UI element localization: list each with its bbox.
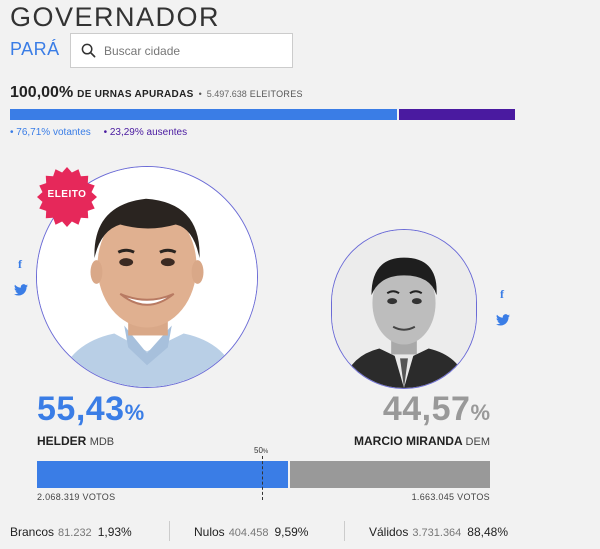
- urnas-label: DE URNAS APURADAS: [77, 89, 194, 100]
- stat-divider: [169, 521, 170, 541]
- turnout-legend: • 76,71% votantes • 23,29% ausentes: [10, 127, 187, 138]
- percent-sign: %: [470, 400, 490, 425]
- twitter-icon[interactable]: [14, 284, 28, 299]
- candidate-percent-marcio: 44,57%: [383, 390, 490, 429]
- candidate-name-helder: HELDER MDB: [37, 434, 114, 448]
- stat-percent: 88,48%: [467, 525, 508, 539]
- city-search[interactable]: [70, 33, 293, 68]
- stat-count: 3.731.364: [412, 527, 462, 539]
- search-icon: [81, 43, 96, 58]
- stat-brancos: Brancos 81.232 1,93%: [10, 525, 132, 539]
- stat-count: 81.232: [58, 527, 92, 539]
- candidate-photo-marcio: [331, 229, 477, 389]
- urnas-percent: 100,00%: [10, 84, 74, 101]
- candidate-photo-helder: [36, 166, 258, 388]
- votes-share-bar: [37, 461, 490, 488]
- legend-ausentes: • 23,29% ausentes: [103, 127, 188, 138]
- stat-nulos: Nulos 404.458 9,59%: [194, 525, 308, 539]
- facebook-icon[interactable]: f: [500, 287, 504, 301]
- legend-votantes: • 76,71% votantes: [10, 127, 91, 138]
- candidate-percent-helder: 55,43%: [37, 390, 144, 429]
- stat-label: Válidos: [369, 525, 409, 539]
- candidate-party: MDB: [89, 436, 115, 448]
- page-title: GOVERNADOR: [10, 2, 221, 32]
- eleitores-count: 5.497.638: [206, 89, 247, 99]
- facebook-icon[interactable]: f: [18, 257, 22, 271]
- stat-validos: Válidos 3.731.364 88,48%: [369, 525, 508, 539]
- stat-percent: 9,59%: [274, 525, 309, 539]
- half-sign: %: [262, 449, 269, 455]
- urnas-summary: 100,00% DE URNAS APURADAS • 5.497.638 EL…: [10, 84, 303, 102]
- votes-share-marcio: [290, 461, 490, 488]
- badge-starburst-icon: [37, 167, 97, 227]
- percent-sign: %: [124, 400, 145, 425]
- urnas-separator: •: [198, 89, 202, 99]
- eleitores-label: ELEITORES: [249, 89, 303, 99]
- candidate-portrait-marcio: [332, 230, 476, 388]
- turnout-votantes-fill: [10, 109, 398, 120]
- twitter-icon[interactable]: [496, 314, 510, 329]
- percent-number: 55,43: [37, 390, 125, 428]
- stat-label: Brancos: [10, 525, 55, 539]
- turnout-ausentes-fill: [399, 109, 515, 120]
- candidate-name: HELDER: [37, 434, 87, 448]
- stat-label: Nulos: [194, 525, 225, 539]
- stat-divider: [344, 521, 345, 541]
- turnout-bar: [10, 109, 515, 120]
- candidate-party: DEM: [465, 436, 490, 448]
- candidate-portrait-helder: [37, 167, 257, 387]
- votes-share-helder: [37, 461, 289, 488]
- half-marker-line: [262, 456, 263, 500]
- state-name: PARÁ: [10, 39, 60, 59]
- search-input[interactable]: [104, 43, 284, 58]
- stat-count: 404.458: [228, 527, 269, 539]
- half-marker-label: 50%: [254, 446, 268, 455]
- stat-percent: 1,93%: [97, 525, 132, 539]
- elected-badge-label: ELEITO: [47, 189, 87, 200]
- votes-helder: 2.068.319 VOTOS: [37, 492, 116, 502]
- candidate-name-marcio: MARCIO MIRANDA DEM: [354, 434, 490, 448]
- percent-number: 44,57: [382, 390, 471, 428]
- elected-badge: ELEITO: [36, 166, 98, 228]
- candidate-name: MARCIO MIRANDA: [353, 434, 463, 448]
- votes-marcio: 1.663.045 VOTOS: [411, 492, 490, 502]
- half-value: 50: [254, 446, 263, 455]
